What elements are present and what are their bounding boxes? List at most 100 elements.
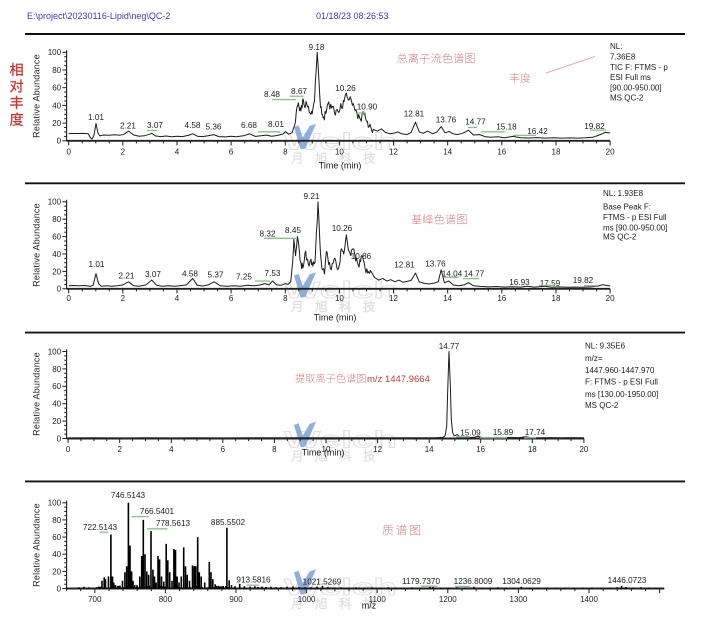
svg-text:6: 6 (221, 445, 226, 454)
svg-text:1.01: 1.01 (88, 113, 104, 122)
svg-text:Relative Abundance: Relative Abundance (32, 503, 42, 587)
svg-text:1446.0723: 1446.0723 (608, 576, 647, 585)
svg-text:0: 0 (66, 445, 71, 454)
svg-text:4: 4 (175, 148, 180, 157)
svg-text:40: 40 (52, 250, 61, 259)
svg-text:FTMS - p ESI Full: FTMS - p ESI Full (603, 213, 667, 222)
svg-text:14.77: 14.77 (439, 342, 460, 351)
svg-text:10.26: 10.26 (335, 84, 356, 93)
svg-text:7.25: 7.25 (236, 273, 252, 282)
svg-text:14.77: 14.77 (465, 118, 486, 127)
svg-text:0: 0 (57, 137, 62, 146)
svg-text:4.58: 4.58 (182, 270, 198, 279)
svg-text:01/18/23 08:26:53: 01/18/23 08:26:53 (316, 11, 389, 21)
svg-text:16: 16 (497, 294, 506, 303)
svg-text:1236.8009: 1236.8009 (454, 577, 493, 586)
svg-text:913.5816: 913.5816 (236, 576, 271, 585)
svg-text:6.68: 6.68 (241, 121, 257, 130)
svg-text:1200: 1200 (439, 595, 457, 604)
svg-text:7.53: 7.53 (265, 269, 281, 278)
svg-text:9.18: 9.18 (309, 43, 325, 52)
svg-text:2: 2 (121, 148, 126, 157)
svg-text:20: 20 (52, 267, 61, 276)
svg-text:ESI Full ms: ESI Full ms (610, 73, 651, 82)
svg-text:8.67: 8.67 (291, 87, 307, 96)
svg-text:1304.0629: 1304.0629 (502, 577, 541, 586)
svg-text:10: 10 (322, 445, 331, 454)
svg-text:6: 6 (229, 148, 234, 157)
svg-text:40: 40 (52, 101, 61, 110)
svg-text:778.5613: 778.5613 (156, 519, 191, 528)
svg-text:746.5143: 746.5143 (111, 491, 146, 500)
svg-text:Base Peak F:: Base Peak F: (603, 203, 651, 212)
svg-text:100: 100 (48, 198, 62, 207)
svg-text:TIC F: FTMS - p: TIC F: FTMS - p (610, 63, 668, 72)
svg-text:60: 60 (52, 84, 61, 93)
svg-text:80: 80 (52, 215, 61, 224)
svg-text:14.04: 14.04 (442, 270, 463, 279)
svg-text:40: 40 (52, 400, 61, 409)
svg-text:18: 18 (528, 445, 537, 454)
svg-text:12: 12 (389, 148, 398, 157)
svg-text:Time (min): Time (min) (302, 448, 345, 458)
svg-text:NL: 9.35E6: NL: 9.35E6 (585, 342, 626, 351)
svg-text:1021.5269: 1021.5269 (303, 578, 342, 587)
svg-text:0: 0 (57, 584, 62, 593)
svg-text:900: 900 (229, 595, 243, 604)
svg-text:100: 100 (48, 499, 62, 508)
svg-text:[90.00-950.00]: [90.00-950.00] (610, 84, 662, 93)
svg-text:20: 20 (52, 119, 61, 128)
svg-text:Relative Abundance: Relative Abundance (32, 54, 42, 138)
svg-text:10: 10 (335, 294, 344, 303)
svg-text:8.32: 8.32 (260, 230, 276, 239)
svg-text:10.90: 10.90 (357, 103, 378, 112)
svg-text:13.76: 13.76 (436, 116, 457, 125)
svg-text:3.07: 3.07 (145, 270, 161, 279)
svg-text:20: 20 (52, 417, 61, 426)
svg-text:18: 18 (552, 294, 561, 303)
svg-text:15.09: 15.09 (460, 429, 481, 438)
svg-text:7.36E8: 7.36E8 (610, 52, 636, 61)
svg-text:9.21: 9.21 (304, 192, 320, 201)
svg-text:700: 700 (88, 595, 102, 604)
svg-text:14.77: 14.77 (464, 270, 485, 279)
svg-text:8.48: 8.48 (264, 90, 280, 99)
svg-text:80: 80 (52, 66, 61, 75)
svg-text:8: 8 (283, 148, 288, 157)
svg-text:0: 0 (57, 285, 62, 294)
svg-text:2: 2 (121, 294, 126, 303)
svg-text:16: 16 (497, 148, 506, 157)
svg-text:MS QC-2: MS QC-2 (610, 94, 644, 103)
svg-text:40: 40 (52, 550, 61, 559)
svg-text:19.82: 19.82 (573, 276, 594, 285)
svg-text:6: 6 (229, 294, 234, 303)
svg-text:1300: 1300 (510, 595, 528, 604)
svg-text:20: 20 (579, 445, 588, 454)
svg-text:2.21: 2.21 (119, 272, 135, 281)
svg-text:60: 60 (52, 382, 61, 391)
svg-text:5.37: 5.37 (208, 271, 224, 280)
svg-text:13.76: 13.76 (425, 260, 446, 269)
svg-text:MS QC-2: MS QC-2 (603, 233, 637, 242)
svg-text:4: 4 (175, 294, 180, 303)
svg-text:17.59: 17.59 (540, 279, 561, 288)
svg-text:10.26: 10.26 (332, 224, 353, 233)
svg-text:100: 100 (48, 347, 62, 356)
svg-text:722.5143: 722.5143 (83, 523, 118, 532)
svg-text:MS QC-2: MS QC-2 (585, 401, 619, 410)
svg-text:12: 12 (389, 294, 398, 303)
svg-text:m/z 1447.9664: m/z 1447.9664 (367, 374, 430, 385)
svg-text:20: 20 (52, 567, 61, 576)
svg-text:17.74: 17.74 (525, 428, 546, 437)
svg-text:14: 14 (443, 294, 452, 303)
svg-text:10: 10 (335, 148, 344, 157)
svg-text:16.93: 16.93 (509, 278, 530, 287)
svg-text:8.45: 8.45 (285, 226, 301, 235)
svg-text:0: 0 (66, 294, 71, 303)
svg-text:19.82: 19.82 (584, 122, 605, 131)
svg-text:80: 80 (52, 365, 61, 374)
svg-text:Relative Abundance: Relative Abundance (32, 203, 42, 287)
svg-text:8: 8 (272, 445, 277, 454)
svg-text:8: 8 (283, 294, 288, 303)
svg-text:E:\project\20230116-Lipid\neg\: E:\project\20230116-Lipid\neg\QC-2 (27, 11, 170, 21)
